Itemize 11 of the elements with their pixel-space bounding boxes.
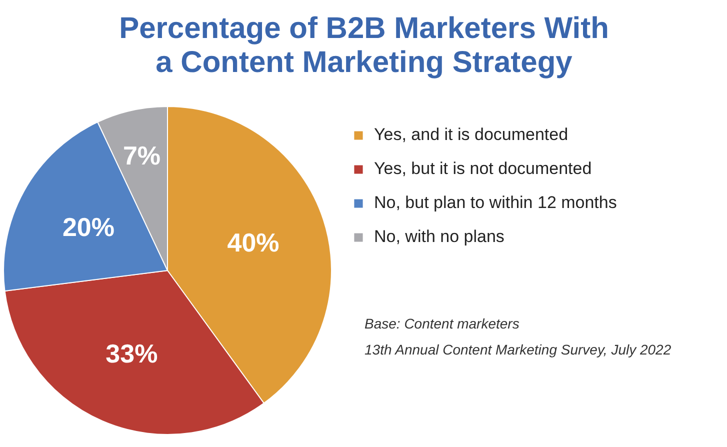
legend-label: No, but plan to within 12 months bbox=[374, 193, 617, 213]
data-label: 40% bbox=[227, 228, 280, 258]
legend-label: Yes, and it is documented bbox=[374, 125, 568, 145]
data-label: 33% bbox=[106, 338, 158, 368]
text: 13th Annual Content Marketing Survey, July 2022 bbox=[364, 342, 672, 358]
legend-label: Yes, but it is not documented bbox=[374, 159, 592, 179]
data-label: 20% bbox=[62, 212, 114, 242]
legend-label: No, with no plans bbox=[374, 227, 504, 247]
text: Base: Content marketers bbox=[364, 316, 520, 332]
data-label: 7% bbox=[122, 140, 161, 170]
chart-title: Percentage of B2B Marketers With a Content Marketing Strategy bbox=[119, 12, 609, 79]
